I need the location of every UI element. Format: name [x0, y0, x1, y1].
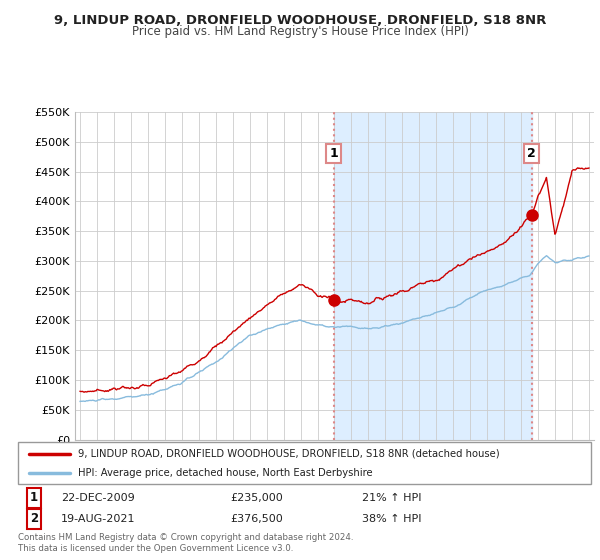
Text: 1: 1	[30, 491, 38, 504]
Text: 2: 2	[527, 147, 536, 160]
FancyBboxPatch shape	[18, 442, 591, 484]
Text: 19-AUG-2021: 19-AUG-2021	[61, 514, 136, 524]
Text: 2: 2	[30, 512, 38, 525]
Text: Price paid vs. HM Land Registry's House Price Index (HPI): Price paid vs. HM Land Registry's House …	[131, 25, 469, 38]
Text: £376,500: £376,500	[230, 514, 283, 524]
Text: £235,000: £235,000	[230, 493, 283, 503]
Text: 9, LINDUP ROAD, DRONFIELD WOODHOUSE, DRONFIELD, S18 8NR (detached house): 9, LINDUP ROAD, DRONFIELD WOODHOUSE, DRO…	[78, 449, 500, 459]
Text: 22-DEC-2009: 22-DEC-2009	[61, 493, 135, 503]
Text: 38% ↑ HPI: 38% ↑ HPI	[362, 514, 421, 524]
Text: 9, LINDUP ROAD, DRONFIELD WOODHOUSE, DRONFIELD, S18 8NR: 9, LINDUP ROAD, DRONFIELD WOODHOUSE, DRO…	[54, 14, 546, 27]
Text: Contains HM Land Registry data © Crown copyright and database right 2024.
This d: Contains HM Land Registry data © Crown c…	[18, 533, 353, 553]
Bar	[334, 112, 532, 440]
Text: HPI: Average price, detached house, North East Derbyshire: HPI: Average price, detached house, Nort…	[78, 468, 373, 478]
Text: 1: 1	[329, 147, 338, 160]
Text: 21% ↑ HPI: 21% ↑ HPI	[362, 493, 421, 503]
